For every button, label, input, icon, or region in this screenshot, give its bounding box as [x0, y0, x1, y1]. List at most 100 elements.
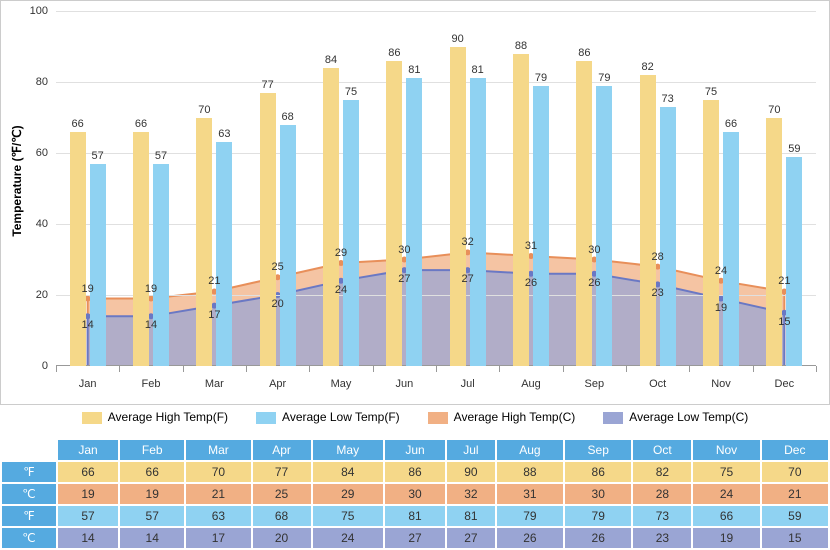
table-cell: 30	[385, 484, 445, 504]
table-cell: 73	[633, 506, 691, 526]
x-tick-line	[753, 366, 754, 372]
bar-value: 66	[135, 118, 147, 130]
bar-value: 79	[535, 72, 547, 84]
area-value-high-c: 30	[398, 244, 410, 256]
table-header: Apr	[253, 440, 311, 460]
x-tick-line	[626, 366, 627, 372]
table-cell: 30	[565, 484, 631, 504]
table-cell: 20	[253, 528, 311, 548]
area-value-high-c: 28	[652, 251, 664, 263]
legend-label: Average Low Temp(C)	[629, 410, 748, 424]
grid-line	[56, 82, 816, 83]
table-cell: 84	[313, 462, 383, 482]
x-tick: Sep	[585, 378, 605, 390]
x-tick: Dec	[775, 378, 795, 390]
y-tick: 20	[26, 289, 56, 301]
x-tick-line	[499, 366, 500, 372]
area-value-high-c: 24	[715, 265, 727, 277]
bar-high-f	[260, 93, 276, 366]
table-cell: 70	[186, 462, 250, 482]
table-header: Aug	[497, 440, 563, 460]
table-header: Sep	[565, 440, 631, 460]
bar-value: 86	[388, 47, 400, 59]
bar-high-f	[196, 118, 212, 367]
y-tick: 100	[26, 5, 56, 17]
table-cell: 66	[693, 506, 759, 526]
x-tick: Aug	[521, 378, 541, 390]
grid-line	[56, 11, 816, 12]
area-value-high-c: 32	[462, 236, 474, 248]
bar-value: 81	[472, 64, 484, 76]
table-unit: ℃	[2, 528, 56, 548]
y-tick: 80	[26, 76, 56, 88]
area-value-high-c: 21	[208, 275, 220, 287]
table-header: Oct	[633, 440, 691, 460]
table-header-row: JanFebMarAprMayJunJulAugSepOctNovDec	[2, 440, 828, 460]
area-value-high-c: 29	[335, 247, 347, 259]
table-cell: 77	[253, 462, 311, 482]
bar-low-f	[153, 164, 169, 366]
x-tick-line	[309, 366, 310, 372]
table-cell: 81	[385, 506, 445, 526]
x-tick: May	[331, 378, 352, 390]
area-value-high-c: 19	[145, 283, 157, 295]
bar-value: 84	[325, 54, 337, 66]
area-value-low-c: 19	[715, 302, 727, 314]
x-tick: Feb	[142, 378, 161, 390]
bar-value: 86	[578, 47, 590, 59]
area-value-high-c: 19	[82, 283, 94, 295]
table-header: Dec	[762, 440, 828, 460]
table-header: Feb	[120, 440, 184, 460]
bar-low-f	[343, 100, 359, 366]
area-value-low-c: 14	[82, 319, 94, 331]
grid-line	[56, 224, 816, 225]
bar-value: 63	[218, 128, 230, 140]
x-tick: Mar	[205, 378, 224, 390]
table-cell: 24	[693, 484, 759, 504]
bar-low-f	[280, 125, 296, 366]
area-value-low-c: 24	[335, 284, 347, 296]
area-value-low-c: 15	[778, 316, 790, 328]
table-row: ℉575763687581817979736659	[2, 506, 828, 526]
table-cell: 59	[762, 506, 828, 526]
table-cell: 26	[565, 528, 631, 548]
table-cell: 86	[565, 462, 631, 482]
area-value-low-c: 14	[145, 319, 157, 331]
bar-value: 77	[262, 79, 274, 91]
table-cell: 19	[120, 484, 184, 504]
x-tick-line	[183, 366, 184, 372]
table-row: ℃141417202427272626231915	[2, 528, 828, 548]
bar-low-f	[723, 132, 739, 366]
bar-high-f	[513, 54, 529, 366]
table-cell: 75	[313, 506, 383, 526]
legend: Average High Temp(F)Average Low Temp(F)A…	[0, 410, 830, 424]
x-tick-line	[246, 366, 247, 372]
x-tick-line	[436, 366, 437, 372]
area-value-low-c: 17	[208, 309, 220, 321]
bar-high-f	[323, 68, 339, 366]
table-unit: ℉	[2, 462, 56, 482]
table-cell: 21	[186, 484, 250, 504]
bar-value: 66	[725, 118, 737, 130]
legend-swatch	[603, 412, 623, 424]
table-cell: 32	[447, 484, 495, 504]
x-tick-line	[373, 366, 374, 372]
area-value-high-c: 31	[525, 240, 537, 252]
bar-value: 70	[768, 104, 780, 116]
table-cell: 70	[762, 462, 828, 482]
table-cell: 14	[120, 528, 184, 548]
bar-high-f	[703, 100, 719, 366]
table-cell: 86	[385, 462, 445, 482]
table-header: May	[313, 440, 383, 460]
area-value-low-c: 20	[272, 298, 284, 310]
x-tick: Nov	[711, 378, 731, 390]
table-cell: 21	[762, 484, 828, 504]
x-tick: Jan	[79, 378, 97, 390]
bar-high-f	[450, 47, 466, 367]
legend-swatch	[428, 412, 448, 424]
table-header: Jun	[385, 440, 445, 460]
bar-low-f	[90, 164, 106, 366]
bar-value: 66	[72, 118, 84, 130]
table-row: ℉666670778486908886827570	[2, 462, 828, 482]
x-tick-line	[56, 366, 57, 372]
